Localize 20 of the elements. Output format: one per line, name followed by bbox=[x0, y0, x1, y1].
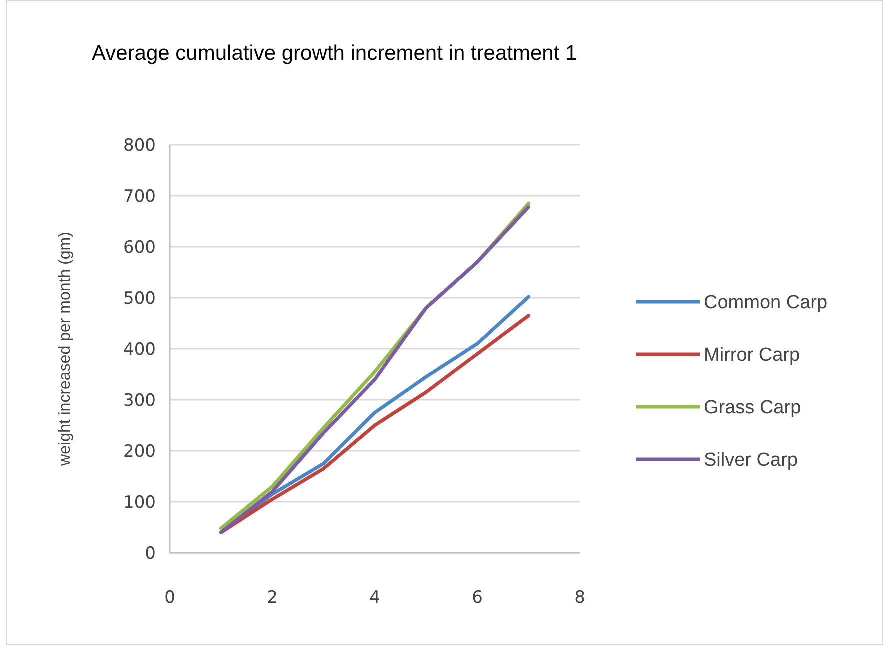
y-tick-label: 600 bbox=[124, 238, 156, 258]
legend-label: Grass Carp bbox=[704, 398, 802, 419]
y-tick-label: 500 bbox=[124, 288, 156, 309]
y-tick-label: 400 bbox=[124, 340, 156, 360]
y-tick-label: 0 bbox=[145, 544, 156, 564]
chart-title: Average cumulative growth increment in treatment 1 bbox=[92, 42, 578, 65]
legend-label: Silver Carp bbox=[704, 450, 798, 472]
y-axis-title: weight increased per month (gm) bbox=[57, 232, 74, 467]
y-tick-label: 700 bbox=[124, 186, 156, 207]
x-tick-label: 8 bbox=[574, 588, 586, 608]
legend-label: Common Carp bbox=[704, 292, 828, 314]
y-tick-label: 100 bbox=[124, 492, 156, 513]
x-tick-label: 4 bbox=[370, 588, 380, 608]
y-tick-label: 800 bbox=[124, 136, 156, 156]
y-tick-label: 300 bbox=[124, 390, 156, 411]
x-tick-label: 6 bbox=[472, 588, 483, 608]
x-tick-label: 2 bbox=[267, 588, 278, 608]
y-tick-label: 200 bbox=[124, 442, 156, 462]
legend-label: Mirror Carp bbox=[704, 345, 800, 366]
x-tick-label: 0 bbox=[164, 588, 176, 608]
